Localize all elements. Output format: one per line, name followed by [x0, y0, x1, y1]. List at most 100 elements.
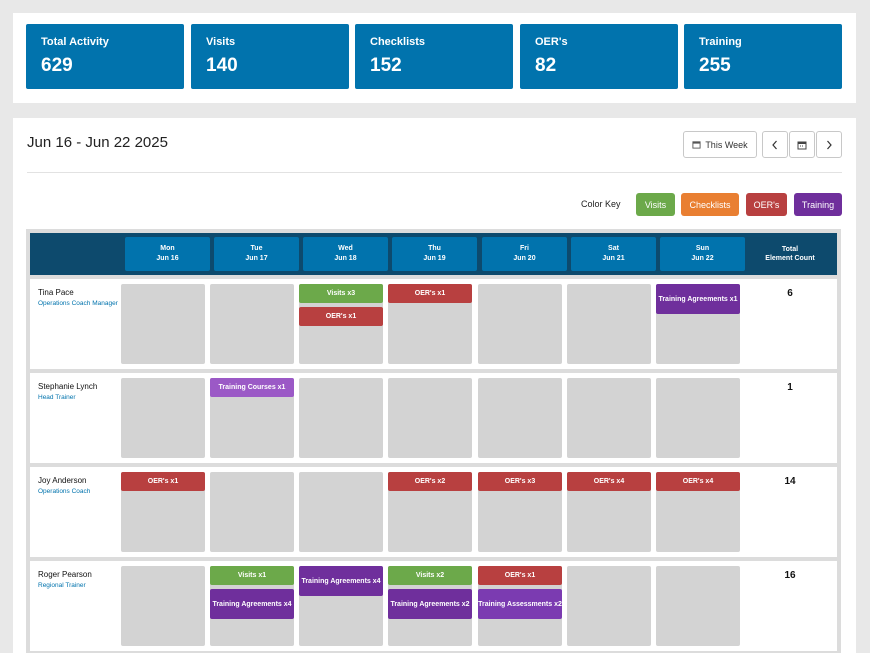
- event-oers[interactable]: OER's x1: [478, 566, 562, 585]
- day-cell[interactable]: [121, 378, 205, 458]
- event-training[interactable]: Training Agreements x2: [388, 589, 472, 619]
- table-row: Roger Pearson Regional Trainer Visits x1…: [30, 561, 837, 651]
- event-visits[interactable]: Visits x1: [210, 566, 294, 585]
- day-cell[interactable]: Training Agreements x1: [656, 284, 740, 364]
- event-oers[interactable]: OER's x3: [478, 472, 562, 491]
- day-cell[interactable]: [121, 566, 205, 646]
- day-cell[interactable]: OER's x1: [121, 472, 205, 552]
- day-cell[interactable]: OER's x4: [656, 472, 740, 552]
- event-training-courses[interactable]: Training Courses x1: [210, 378, 294, 397]
- schedule-grid: Mon Jun 16 Tue Jun 17 Wed Jun 18 Thu Jun 19 …: [26, 229, 841, 653]
- stat-label: Visits: [206, 36, 236, 48]
- day-name: Thu: [428, 245, 441, 252]
- event-oers[interactable]: OER's x2: [388, 472, 472, 491]
- day-cell[interactable]: [121, 284, 205, 364]
- event-training[interactable]: Training Agreements x4: [210, 589, 294, 619]
- stat-card-total-activity[interactable]: Total Activity 629: [26, 24, 184, 89]
- day-date: Jun 18: [334, 255, 357, 262]
- day-header-fri[interactable]: Fri Jun 20: [482, 237, 567, 271]
- day-cell[interactable]: [210, 472, 294, 552]
- event-oers[interactable]: OER's x4: [656, 472, 740, 491]
- person-role[interactable]: Operations Coach Manager: [38, 300, 118, 307]
- this-week-button[interactable]: This Week: [683, 131, 757, 158]
- event-visits[interactable]: Visits x2: [388, 566, 472, 585]
- stat-value: 82: [535, 55, 557, 76]
- person-role[interactable]: Regional Trainer: [38, 582, 86, 589]
- stat-label: Training: [699, 36, 742, 48]
- day-name: Fri: [520, 245, 529, 252]
- day-date: Jun 17: [245, 255, 268, 262]
- event-training[interactable]: Training Agreements x1: [656, 284, 740, 314]
- day-header-tue[interactable]: Tue Jun 17: [214, 237, 299, 271]
- table-row: Joy Anderson Operations Coach OER's x1 O…: [30, 467, 837, 557]
- event-oers[interactable]: OER's x1: [299, 307, 383, 326]
- total-header-line: Element Count: [765, 255, 815, 262]
- person-name: Tina Pace: [38, 288, 74, 297]
- day-date: Jun 21: [602, 255, 625, 262]
- day-header-wed[interactable]: Wed Jun 18: [303, 237, 388, 271]
- stat-card-visits[interactable]: Visits 140: [191, 24, 349, 89]
- color-key-visits: Visits: [636, 193, 675, 216]
- event-oers[interactable]: OER's x4: [567, 472, 651, 491]
- day-name: Sat: [608, 245, 619, 252]
- stat-value: 140: [206, 55, 238, 76]
- total-count: 1: [787, 382, 793, 393]
- day-header-sun[interactable]: Sun Jun 22: [660, 237, 745, 271]
- calendar-picker-button[interactable]: [789, 131, 815, 158]
- day-date: Jun 16: [156, 255, 179, 262]
- day-cell[interactable]: OER's x3: [478, 472, 562, 552]
- person-name: Stephanie Lynch: [38, 382, 98, 391]
- stat-card-oers[interactable]: OER's 82: [520, 24, 678, 89]
- day-cell[interactable]: [567, 284, 651, 364]
- total-header-line: Total: [781, 246, 799, 253]
- day-cell[interactable]: Visits x2 Training Agreements x2: [388, 566, 472, 646]
- day-header-mon[interactable]: Mon Jun 16: [125, 237, 210, 271]
- person-role[interactable]: Operations Coach: [38, 488, 91, 495]
- stat-label: OER's: [535, 36, 568, 48]
- event-oers[interactable]: OER's x1: [388, 284, 472, 303]
- day-date: Jun 20: [513, 255, 536, 262]
- next-week-button[interactable]: [816, 131, 842, 158]
- day-header-thu[interactable]: Thu Jun 19: [392, 237, 477, 271]
- event-visits[interactable]: Visits x3: [299, 284, 383, 303]
- day-cell[interactable]: [478, 284, 562, 364]
- day-cell[interactable]: [656, 566, 740, 646]
- day-name: Tue: [250, 245, 263, 252]
- this-week-label: This Week: [705, 139, 748, 150]
- day-cell[interactable]: Visits x3 OER's x1: [299, 284, 383, 364]
- total-count-header: Total Element Count: [750, 245, 830, 263]
- total-count: 6: [787, 288, 793, 299]
- day-cell[interactable]: Visits x1 Training Agreements x4: [210, 566, 294, 646]
- day-cell[interactable]: [299, 378, 383, 458]
- day-date: Jun 22: [691, 255, 714, 262]
- day-cell[interactable]: Training Courses x1: [210, 378, 294, 458]
- day-cell[interactable]: [388, 378, 472, 458]
- day-cell[interactable]: Training Agreements x4: [299, 566, 383, 646]
- chevron-left-icon: [772, 140, 777, 149]
- day-cell[interactable]: OER's x1 Training Assessments x2: [478, 566, 562, 646]
- day-cell[interactable]: [656, 378, 740, 458]
- event-training[interactable]: Training Agreements x4: [299, 566, 383, 596]
- table-row: Tina Pace Operations Coach Manager Visit…: [30, 279, 837, 369]
- header-divider: [27, 172, 842, 173]
- total-count: 16: [784, 570, 796, 581]
- day-name: Mon: [160, 245, 175, 252]
- day-name: Wed: [338, 245, 353, 252]
- chevron-right-icon: [827, 140, 832, 149]
- day-header-sat[interactable]: Sat Jun 21: [571, 237, 656, 271]
- day-cell[interactable]: [567, 378, 651, 458]
- day-name: Sun: [695, 245, 710, 252]
- day-cell[interactable]: [299, 472, 383, 552]
- stat-card-checklists[interactable]: Checklists 152: [355, 24, 513, 89]
- day-cell[interactable]: OER's x1: [388, 284, 472, 364]
- person-role[interactable]: Head Trainer: [38, 394, 76, 401]
- event-oers[interactable]: OER's x1: [121, 472, 205, 491]
- day-cell[interactable]: [478, 378, 562, 458]
- day-cell[interactable]: OER's x4: [567, 472, 651, 552]
- day-cell[interactable]: OER's x2: [388, 472, 472, 552]
- day-cell[interactable]: [210, 284, 294, 364]
- stat-card-training[interactable]: Training 255: [684, 24, 842, 89]
- prev-week-button[interactable]: [762, 131, 788, 158]
- day-cell[interactable]: [567, 566, 651, 646]
- event-training-assessments[interactable]: Training Assessments x2: [478, 589, 562, 619]
